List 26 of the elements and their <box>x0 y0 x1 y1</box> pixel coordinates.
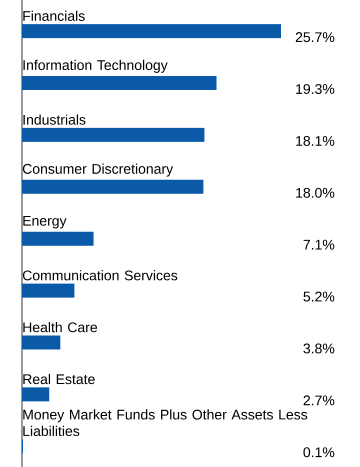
bar <box>22 24 282 38</box>
data-label: 25.7% <box>296 32 334 42</box>
data-label: 19.3% <box>296 84 334 94</box>
y-tick-label: Industrials <box>23 114 86 125</box>
bar <box>22 387 50 402</box>
y-tick-label: Financials <box>23 10 85 21</box>
data-label: 5.2% <box>303 292 334 302</box>
y-tick-label: Real Estate <box>23 374 95 384</box>
y-tick-label: Money Market Funds Plus Other Assets Less Liabilities <box>23 409 308 436</box>
y-tick-label: Consumer Discretionary <box>22 164 174 177</box>
data-label: 18.1% <box>296 136 334 146</box>
data-label: 18.0% <box>296 188 334 198</box>
y-tick-label: Health Care <box>23 322 98 332</box>
y-tick-label: Information Technology <box>23 60 168 73</box>
bar <box>22 76 217 90</box>
bar <box>22 335 60 350</box>
y-tick-label: Energy <box>23 216 67 228</box>
y-tick-label: Communication Services <box>22 270 178 280</box>
bar <box>22 232 94 246</box>
data-label: 2.7% <box>304 395 334 406</box>
bar <box>22 128 204 142</box>
data-label: 3.8% <box>303 344 334 354</box>
data-label: 7.1% <box>304 240 334 250</box>
bar <box>22 180 204 194</box>
bar <box>22 284 74 298</box>
data-label: 0.1% <box>303 447 334 458</box>
